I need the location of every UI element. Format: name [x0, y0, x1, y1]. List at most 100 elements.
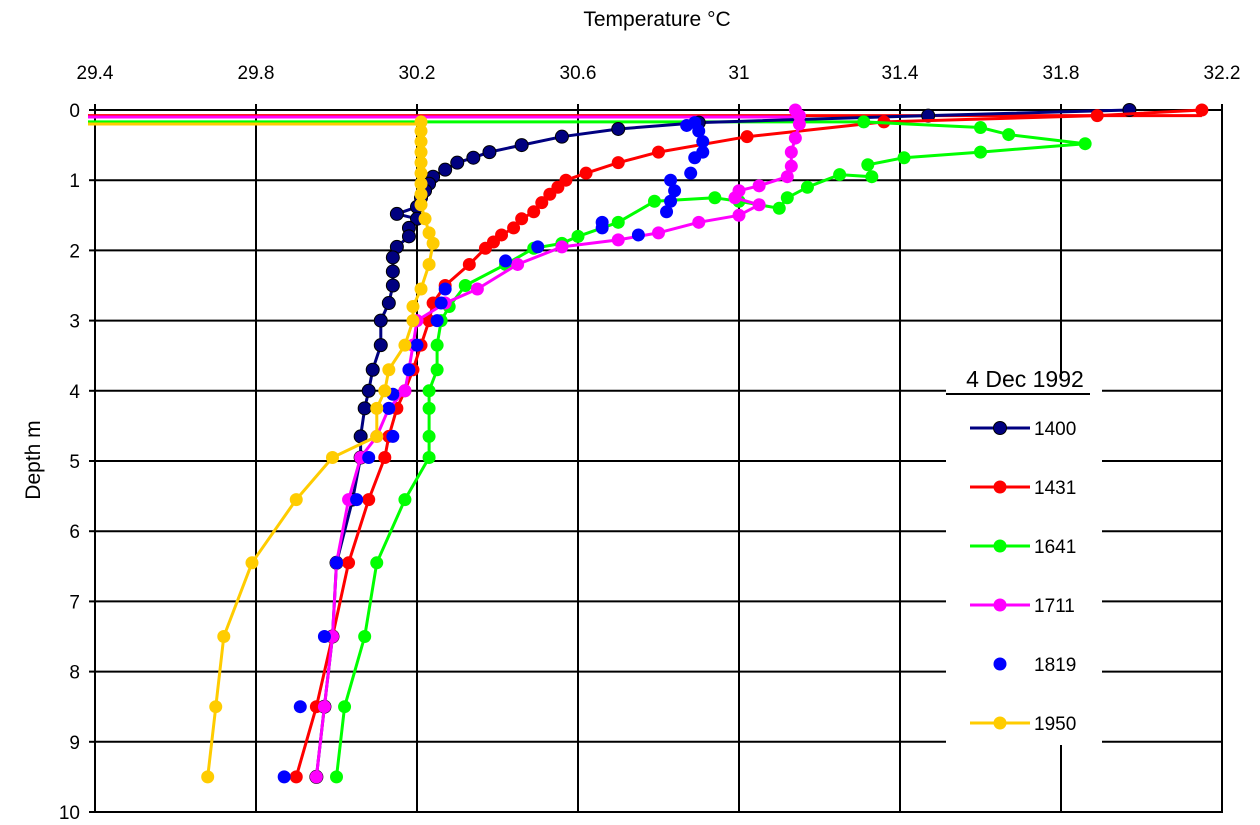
data-point-1711	[398, 384, 412, 398]
data-point-1950	[422, 226, 436, 240]
data-point-1819	[660, 205, 674, 219]
data-point-1400	[514, 138, 529, 153]
data-point-1950	[414, 156, 428, 170]
data-point-1711	[788, 131, 802, 145]
data-point-1400	[438, 162, 453, 177]
data-point-1431	[579, 166, 593, 180]
legend-item-1400: 1400	[970, 419, 1076, 440]
data-point-1819	[696, 135, 710, 149]
data-point-1641	[833, 168, 847, 182]
data-point-1400	[385, 264, 400, 279]
data-point-1950	[414, 135, 428, 149]
data-point-1641	[865, 170, 879, 184]
data-point-1400	[450, 155, 465, 170]
data-point-1950	[426, 236, 440, 250]
legend-marker-1711	[993, 598, 1007, 612]
data-point-1819	[631, 228, 645, 242]
legend-item-1641: 1641	[970, 537, 1076, 558]
data-point-1400	[554, 129, 569, 144]
data-point-1819	[410, 338, 424, 352]
data-point-1431	[507, 221, 521, 235]
data-point-1711	[780, 170, 794, 184]
x-tick-label: 29.8	[238, 63, 275, 84]
data-point-1711	[309, 770, 323, 784]
y-tick-label: 8	[69, 663, 80, 684]
data-point-1819	[402, 363, 416, 377]
data-point-1950	[414, 166, 428, 180]
data-point-1950	[406, 314, 420, 328]
data-point-1431	[611, 156, 625, 170]
data-point-1641	[370, 556, 384, 570]
data-point-1711	[752, 179, 766, 193]
y-tick-labels: 0 1 2 3 4 5 6 7 8 9 10	[59, 101, 81, 824]
data-point-1431	[1090, 109, 1104, 123]
y-tick-label: 10	[59, 803, 80, 824]
series-line-1641	[335, 120, 1087, 778]
data-point-1641	[861, 158, 875, 172]
data-point-1641	[897, 151, 911, 165]
data-point-1431	[362, 493, 376, 507]
data-point-1431	[535, 196, 549, 210]
legend-marker-1641	[993, 539, 1007, 553]
data-point-1950	[414, 282, 428, 296]
x-tick-label: 31.8	[1043, 63, 1080, 84]
data-point-1711	[470, 282, 484, 296]
legend-label-1641: 1641	[1034, 537, 1076, 558]
data-point-1819	[499, 254, 513, 268]
data-point-1641	[422, 401, 436, 415]
data-point-1431	[378, 450, 392, 464]
data-point-1431	[289, 770, 303, 784]
data-point-1400	[401, 229, 416, 244]
x-tick-label: 30.2	[399, 63, 436, 84]
series-1431	[289, 103, 1209, 784]
data-point-1819	[664, 173, 678, 187]
data-point-1400	[385, 278, 400, 293]
series-group	[201, 103, 1209, 784]
data-point-1950	[245, 556, 259, 570]
data-point-1641	[1002, 128, 1016, 142]
data-point-1819	[430, 314, 444, 328]
data-point-1641	[422, 450, 436, 464]
data-point-1431	[342, 556, 356, 570]
y-tick-label: 5	[69, 452, 80, 473]
x-tick-labels: 29.4 29.8 30.2 30.6 31 31.4 31.8 32.2	[77, 63, 1241, 84]
data-point-1819	[277, 770, 291, 784]
data-point-1950	[406, 300, 420, 314]
legend-item-1819: 1819	[993, 655, 1076, 676]
data-point-1641	[708, 191, 722, 205]
data-point-1819	[438, 282, 452, 296]
data-point-1950	[398, 338, 412, 352]
data-point-1950	[378, 384, 392, 398]
series-1641	[330, 115, 1092, 784]
data-point-1641	[430, 338, 444, 352]
data-point-1950	[370, 401, 384, 415]
data-point-1431	[462, 257, 476, 271]
data-point-1950	[414, 177, 428, 191]
data-point-1641	[422, 384, 436, 398]
legend-label-1400: 1400	[1034, 419, 1076, 440]
data-point-1641	[358, 630, 372, 643]
x-tick-label: 29.4	[77, 63, 114, 84]
legend-label-1819: 1819	[1034, 655, 1076, 676]
data-point-1641	[430, 363, 444, 377]
y-tick-label: 9	[69, 733, 80, 754]
data-point-1950	[370, 429, 384, 443]
legend-label-1711: 1711	[1034, 596, 1075, 617]
data-point-1950	[414, 124, 428, 138]
data-point-1431	[740, 130, 754, 144]
data-point-1641	[458, 279, 472, 292]
legend-marker-1431	[993, 480, 1007, 494]
data-point-1711	[611, 233, 625, 247]
y-tick-label: 6	[69, 522, 80, 543]
data-point-1950	[325, 450, 339, 464]
x-tick-label: 31	[728, 63, 749, 84]
series-1950	[201, 115, 440, 784]
data-point-1950	[289, 493, 303, 507]
data-point-1711	[732, 208, 746, 222]
data-point-1641	[647, 194, 661, 208]
data-point-1431	[515, 212, 529, 226]
legend-box	[946, 378, 1102, 745]
data-point-1711	[752, 198, 766, 212]
legend-label-1950: 1950	[1034, 714, 1076, 735]
data-point-1819	[386, 429, 400, 443]
